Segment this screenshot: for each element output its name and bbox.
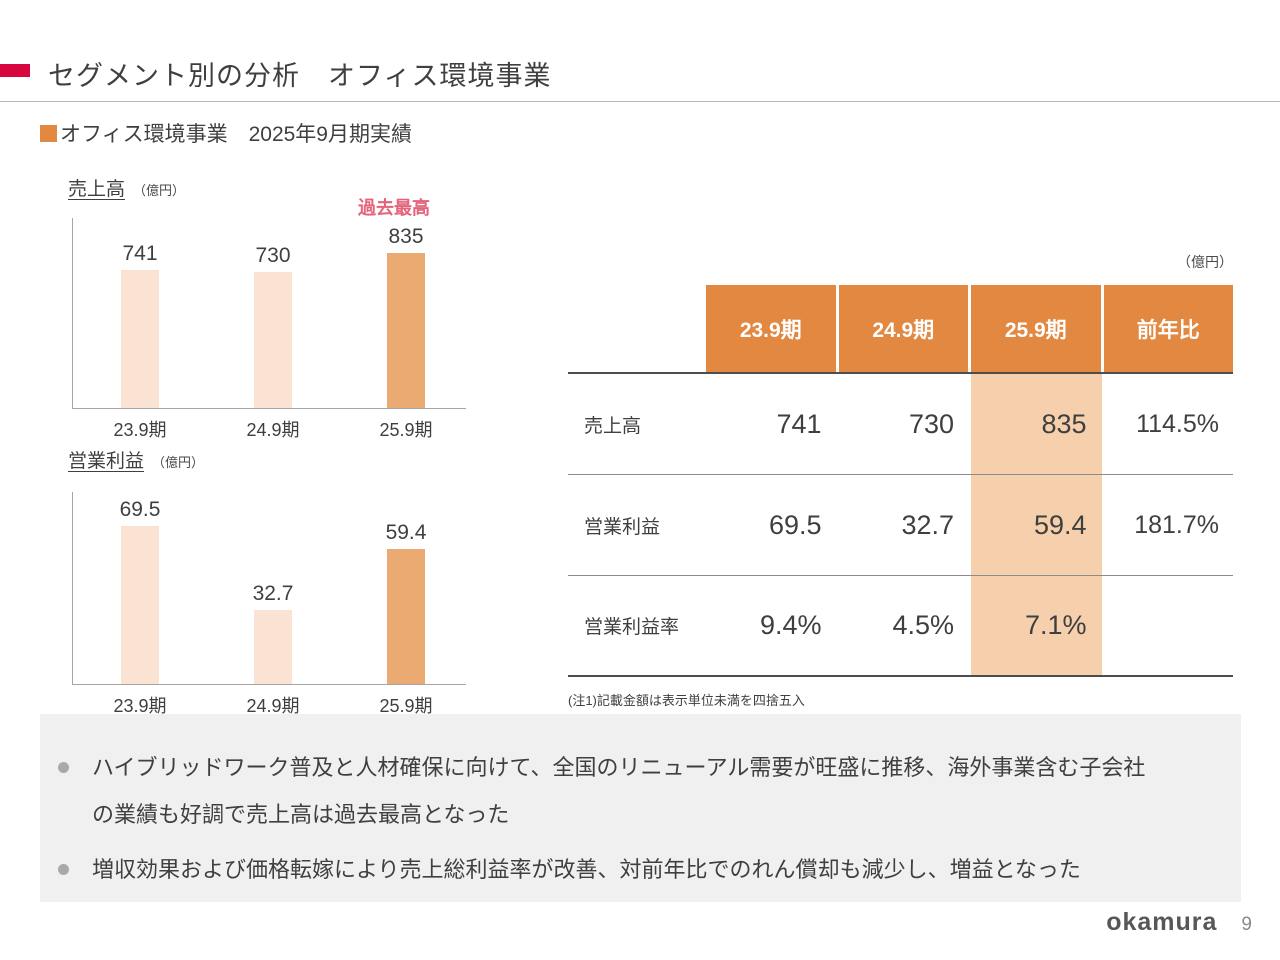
orange-square-bullet-icon — [40, 124, 57, 142]
highlight-column-band — [971, 374, 1102, 677]
sales-chart-unit-label: （億円） — [133, 183, 186, 198]
table-row-operating-profit: 営業利益 69.5 32.7 59.4 181.7% — [568, 475, 1233, 576]
table-header-23-9: 23.9期 — [706, 285, 836, 372]
table-header-row: 23.9期 24.9期 25.9期 前年比 — [568, 285, 1233, 372]
table-header-empty-cell — [568, 285, 703, 372]
cell-op-25-9: 59.4 — [1033, 509, 1087, 540]
sales-chart-title-text: 売上高 — [68, 179, 126, 200]
cell-sales-24-9: 730 — [908, 408, 954, 439]
row-label: 営業利益率 — [584, 617, 680, 638]
record-high-annotation: 過去最高 — [358, 198, 430, 218]
sales-bar-chart: 売上高 （億円） 過去最高 741 23.9期 730 24.9期 835 25.9期 — [40, 172, 490, 440]
cell-op-yoy: 181.7% — [1134, 510, 1219, 539]
bullet-circle-icon — [58, 864, 69, 875]
table-body: 売上高 741 730 835 114.5% 営業利益 69.5 32.7 59… — [568, 374, 1233, 677]
summary-bullet-1: ハイブリッドワーク普及と人材確保に向けて、全国のリニューアル需要が旺盛に推移、海… — [58, 744, 1221, 838]
operating-profit-chart-title: 営業利益 （億円） — [68, 446, 204, 473]
slide-footer: okamura 9 — [1106, 908, 1252, 937]
bar-category-label: 23.9期 — [113, 696, 167, 716]
cell-margin-23-9: 9.4% — [759, 610, 822, 640]
table-row-sales: 売上高 741 730 835 114.5% — [568, 374, 1233, 475]
summary-bullet-2: 増収効果および価格転嫁により売上総利益率が改善、対前年比でのれん償却も減少し、増… — [58, 846, 1221, 893]
bar-value-label: 32.7 — [252, 582, 294, 605]
operating-profit-chart-unit-label: （億円） — [152, 455, 205, 470]
row-label: 営業利益 — [584, 516, 661, 538]
table-header-25-9: 25.9期 — [971, 285, 1101, 372]
sales-chart-plot: 741 23.9期 730 24.9期 835 25.9期 — [72, 218, 466, 440]
section-subtitle-label: オフィス環境事業 2025年9月期実績 — [60, 123, 412, 146]
summary-bullet-1-line-1: ハイブリッドワーク普及と人材確保に向けて、全国のリニューアル需要が旺盛に推移、海… — [92, 755, 1146, 780]
table-row-operating-margin: 営業利益率 9.4% 4.5% 7.1% — [568, 576, 1233, 677]
bar-value-label: 730 — [255, 244, 291, 267]
cell-sales-yoy: 114.5% — [1136, 409, 1219, 438]
row-label: 売上高 — [584, 415, 642, 437]
table-footnote: (注1)記載金額は表示単位未満を四捨五入 — [568, 693, 805, 708]
cell-sales-25-9: 835 — [1041, 408, 1087, 439]
title-accent-bar — [0, 64, 30, 77]
okamura-logo: okamura — [1106, 908, 1218, 936]
bar-value-label: 741 — [122, 242, 158, 265]
sales-chart-title: 売上高 （億円） — [68, 174, 185, 201]
bullet-circle-icon — [58, 762, 69, 773]
bar-25.9期 — [387, 253, 425, 408]
table-header-underline — [568, 372, 1233, 374]
summary-bullet-1-line-2: の業績も好調で売上高は過去最高となった — [92, 802, 510, 827]
bar-value-label: 59.4 — [385, 521, 427, 544]
table-header-yoy: 前年比 — [1103, 285, 1233, 372]
cell-margin-25-9: 7.1% — [1024, 610, 1087, 640]
cell-op-23-9: 69.5 — [768, 509, 822, 540]
bar-24.9期 — [254, 610, 292, 684]
section-subtitle: オフィス環境事業 2025年9月期実績 — [40, 118, 412, 148]
summary-bullet-1-text: ハイブリッドワーク普及と人材確保に向けて、全国のリニューアル需要が旺盛に推移、海… — [92, 744, 1145, 838]
bar-category-label: 25.9期 — [379, 420, 433, 440]
operating-profit-bar-chart: 営業利益 （億円） 69.5 23.9期 32.7 24.9期 59.4 25.9期 — [40, 444, 490, 716]
bar-category-label: 25.9期 — [379, 696, 433, 716]
summary-bullet-2-line-1: 増収効果および価格転嫁により売上総利益率が改善、対前年比でのれん償却も減少し、増… — [92, 857, 1081, 882]
cell-sales-23-9: 741 — [776, 408, 822, 439]
bar-23.9期 — [121, 526, 159, 684]
operating-profit-chart-plot: 69.5 23.9期 32.7 24.9期 59.4 25.9期 — [72, 492, 466, 716]
page-number: 9 — [1241, 914, 1252, 935]
bar-23.9期 — [121, 270, 159, 408]
title-divider — [0, 101, 1280, 102]
bar-value-label: 835 — [388, 225, 424, 248]
operating-profit-chart-title-text: 営業利益 — [68, 451, 145, 472]
table-header-24-9: 24.9期 — [838, 285, 968, 372]
bar-value-label: 69.5 — [119, 498, 161, 521]
bar-category-label: 24.9期 — [246, 696, 300, 716]
bar-category-label: 24.9期 — [246, 420, 300, 440]
summary-box: ハイブリッドワーク普及と人材確保に向けて、全国のリニューアル需要が旺盛に推移、海… — [40, 714, 1241, 902]
bar-category-label: 23.9期 — [113, 420, 167, 440]
table-unit-label: （億円） — [1177, 254, 1233, 270]
bar-24.9期 — [254, 272, 292, 408]
summary-bullet-2-text: 増収効果および価格転嫁により売上総利益率が改善、対前年比でのれん償却も減少し、増… — [92, 846, 1081, 893]
cell-op-24-9: 32.7 — [901, 509, 954, 540]
bar-25.9期 — [387, 549, 425, 684]
cell-margin-24-9: 4.5% — [892, 610, 954, 640]
page-title: セグメント別の分析 オフィス環境事業 — [48, 61, 552, 91]
